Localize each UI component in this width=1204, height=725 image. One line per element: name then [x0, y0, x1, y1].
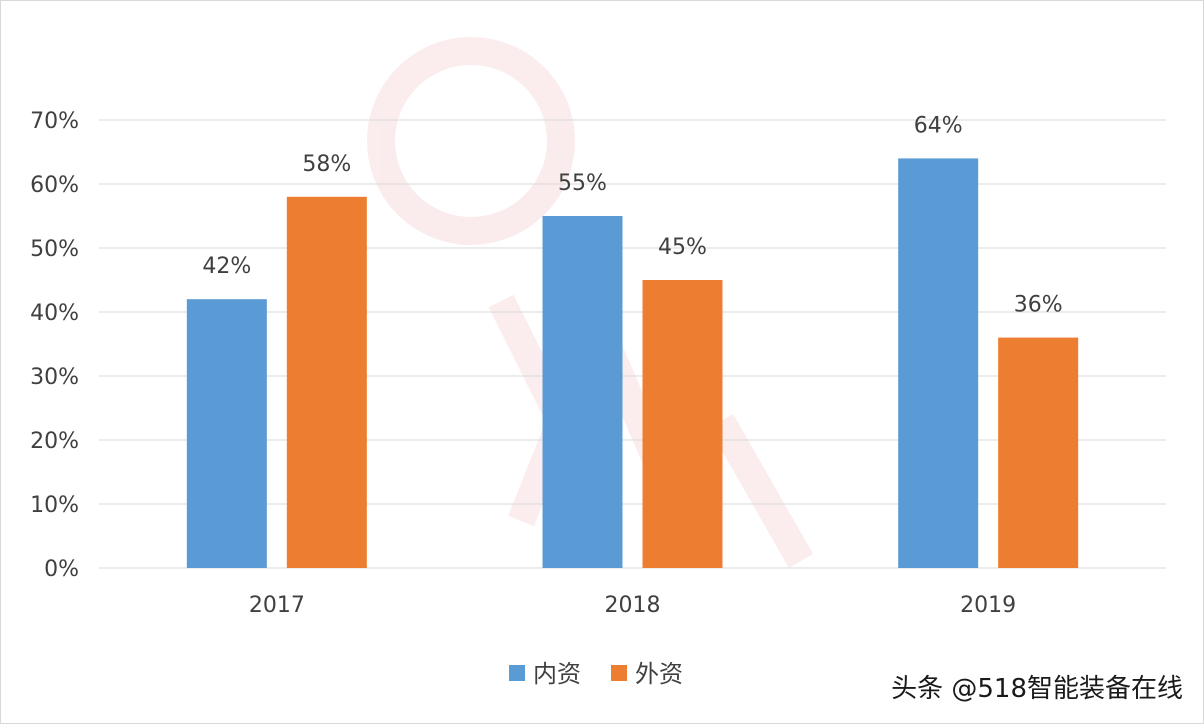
gridlines: [99, 119, 1166, 569]
x-tick-label: 2018: [605, 593, 661, 618]
y-tick-label: 0%: [44, 557, 79, 582]
bar-外资-2019: [998, 337, 1079, 568]
y-tick-label: 70%: [30, 109, 79, 134]
x-tick-label: 2017: [249, 593, 305, 618]
data-label: 64%: [914, 113, 963, 138]
x-tick-label: 2019: [960, 593, 1016, 618]
y-tick-label: 30%: [30, 365, 79, 390]
legend: 内资 外资: [509, 660, 683, 688]
bar-外资-2018: [642, 280, 723, 568]
data-label: 42%: [202, 254, 251, 279]
bar-内资-2019: [898, 158, 979, 568]
y-tick-label: 10%: [30, 493, 79, 518]
axis-labels: 0% 10% 20% 30% 40% 50% 60% 70% 2017 2018 2019: [30, 109, 1016, 618]
y-tick-label: 20%: [30, 429, 79, 454]
bars: [186, 158, 1079, 569]
y-tick-label: 60%: [30, 173, 79, 198]
bar-内资-2017: [186, 299, 267, 568]
data-label: 55%: [558, 171, 607, 196]
legend-label: 外资: [635, 660, 683, 688]
y-tick-label: 50%: [30, 237, 79, 262]
data-label: 36%: [1014, 293, 1063, 318]
watermark-credit: 头条 @518智能装备在线: [891, 674, 1183, 704]
y-tick-label: 40%: [30, 301, 79, 326]
legend-label: 内资: [533, 660, 581, 688]
data-label: 58%: [302, 152, 351, 177]
data-label: 45%: [658, 235, 707, 260]
legend-swatch: [509, 665, 525, 681]
bar-内资-2018: [542, 216, 623, 568]
bar-外资-2017: [286, 196, 367, 569]
legend-swatch: [611, 665, 627, 681]
data-labels: 42% 58% 55% 45% 64% 36%: [202, 113, 1062, 317]
